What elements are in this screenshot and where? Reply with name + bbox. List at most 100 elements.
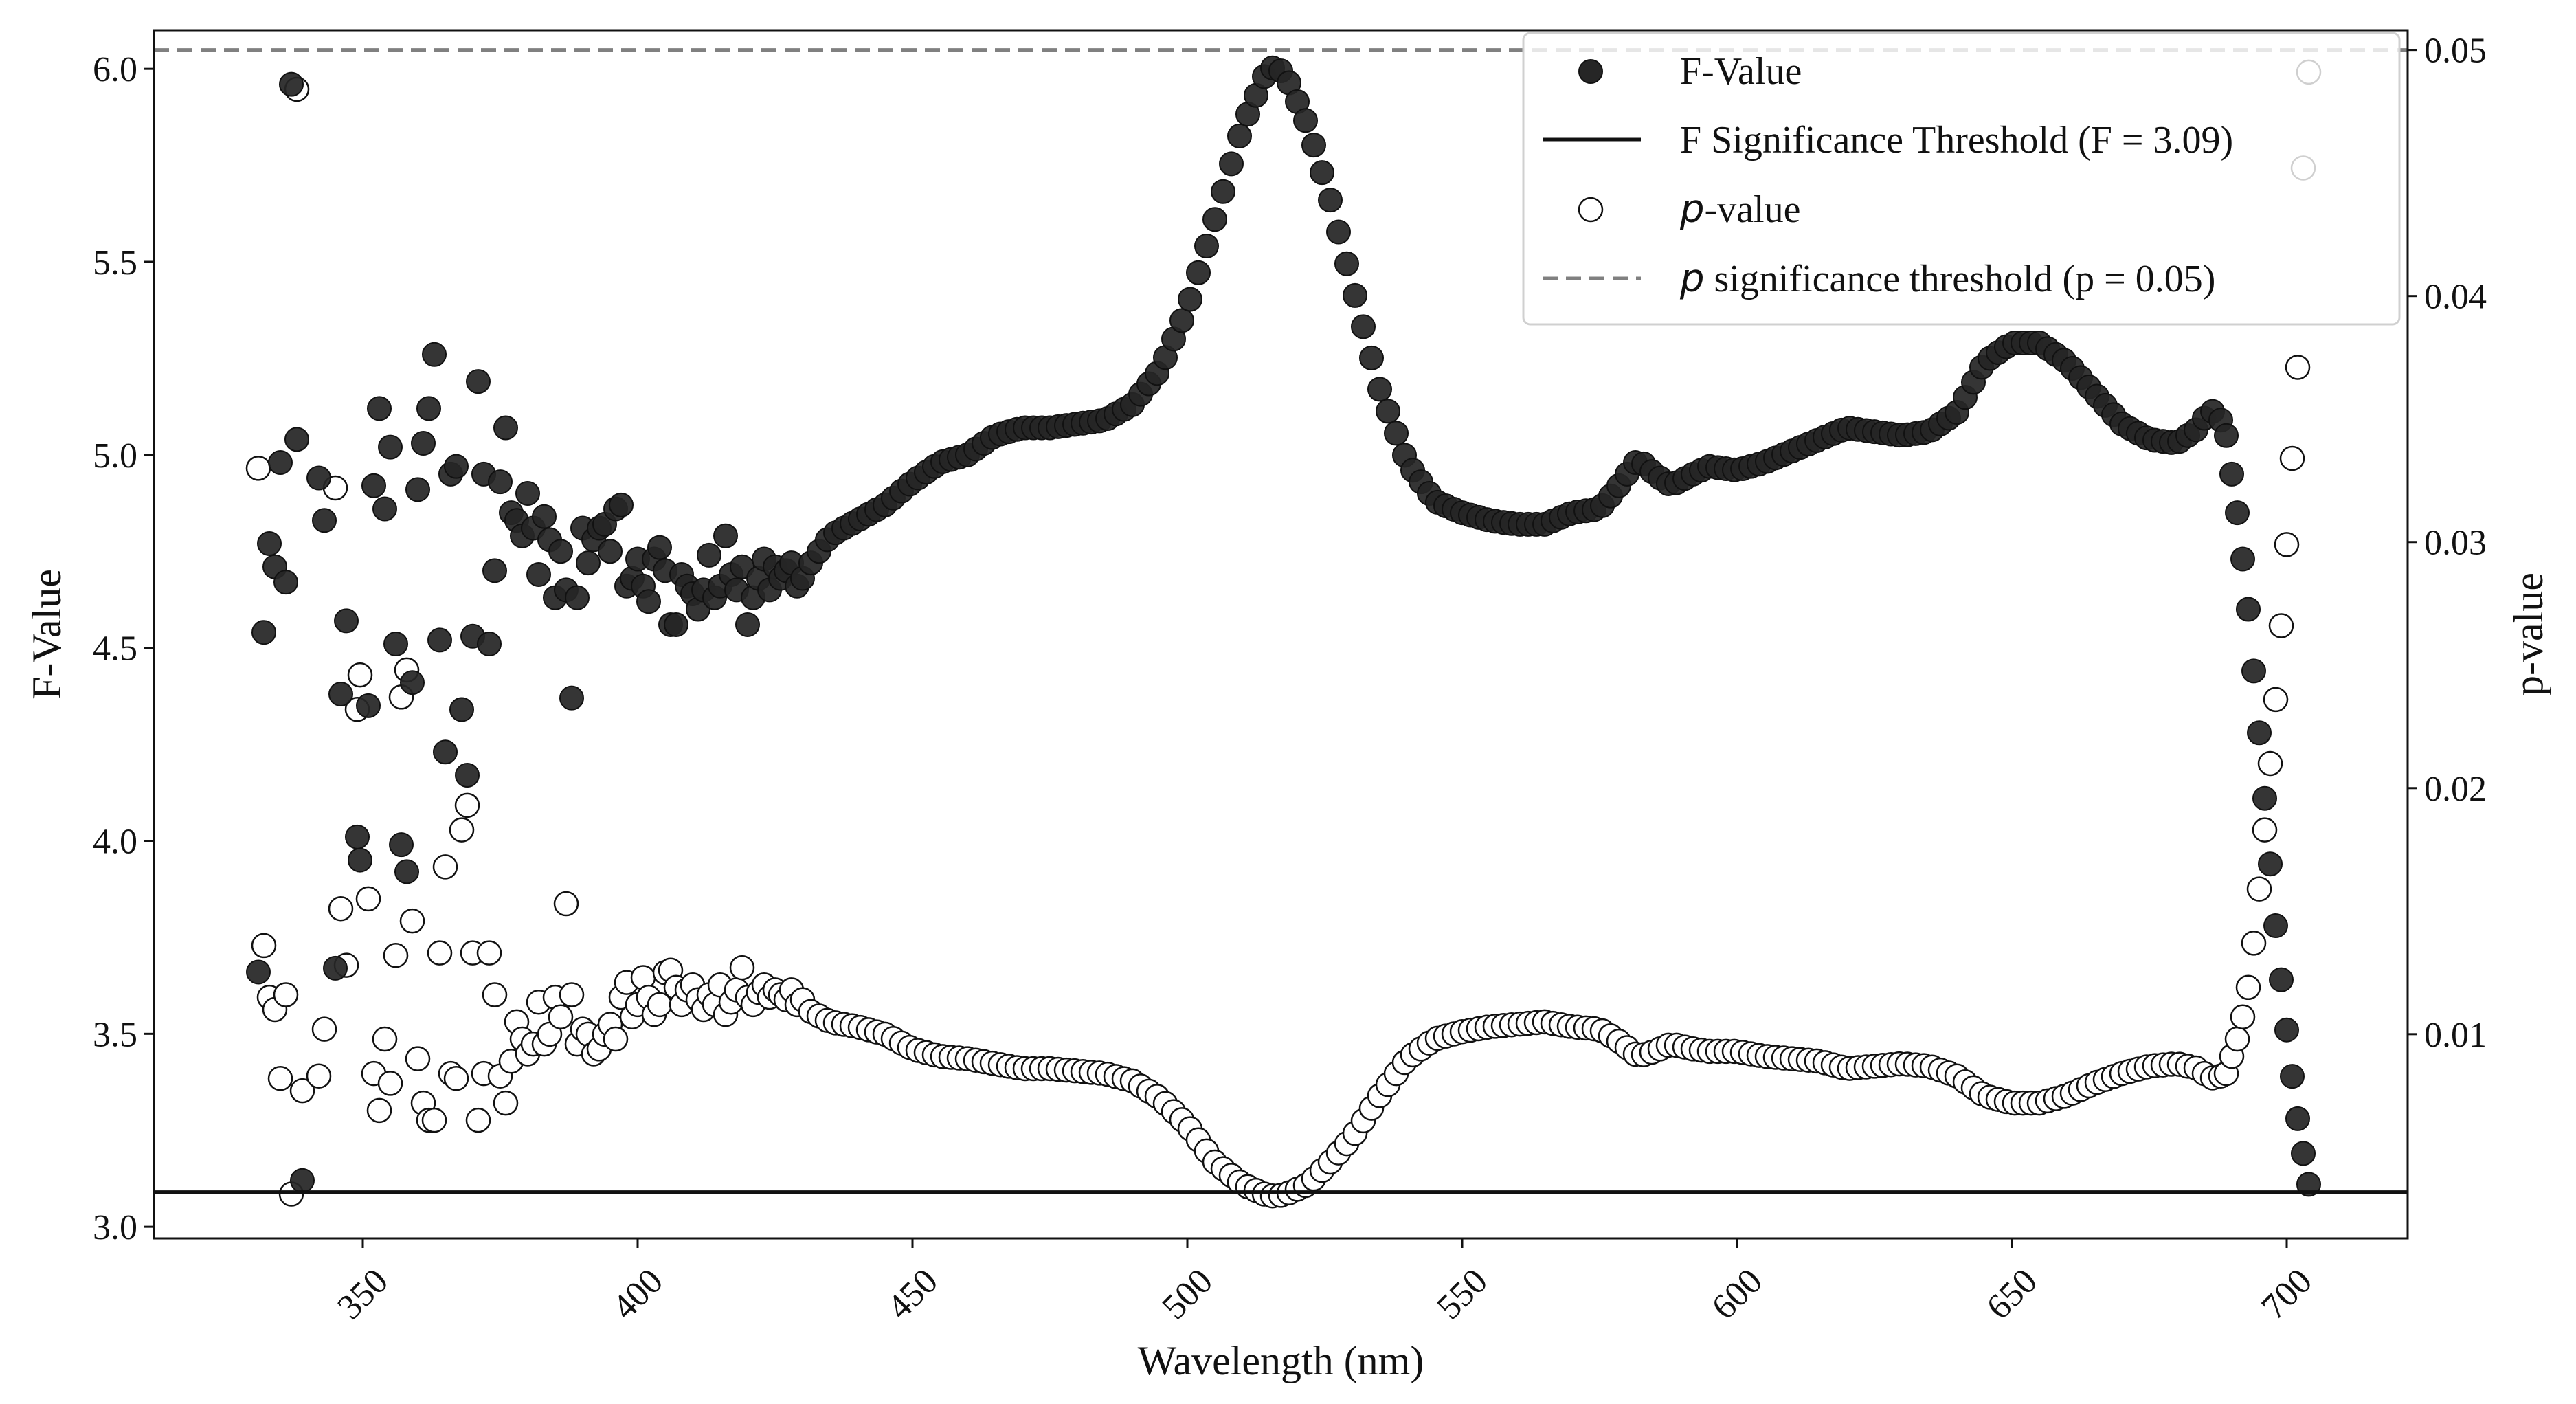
p-value-point [476,940,502,966]
f-value-series [246,55,2321,1197]
legend-p-rest: -value [1705,188,1801,231]
f-value-point [548,539,573,564]
p-value-point [559,982,585,1007]
f-value-point [697,542,721,568]
f-value-point [422,342,447,367]
f-value-point [312,508,337,533]
f-value-point [598,539,623,564]
f-value-point [2236,597,2261,622]
p-value-point [454,792,480,818]
f-value-point [394,859,419,884]
p-value-point [2274,532,2300,557]
y-axis-left-title: F-Value [24,569,69,700]
f-value-point [400,670,425,695]
p-value-point [2224,1026,2250,1052]
f-value-point [1219,151,1244,177]
legend-f-threshold-label: F Significance Threshold (F = 3.09) [1680,119,2233,161]
f-value-point [482,558,507,583]
p-value-point [2285,355,2311,380]
f-value-point [636,589,661,614]
f-value-point [1194,233,1219,258]
p-value-point [603,1026,629,1052]
f-value-point [2296,1172,2321,1197]
f-value-point [2258,851,2283,877]
p-value-point [251,933,277,959]
f-value-point [1376,399,1400,424]
f-value-point [466,369,491,394]
p-value-point [2263,687,2289,713]
f-value-point [1318,188,1343,213]
f-value-point [526,561,551,587]
f-value-point [2225,500,2250,526]
y-left-tick-label: 3.5 [93,1015,137,1054]
legend-f-label: F-Value [1680,50,1802,93]
p-value-point [2252,817,2278,843]
legend-p-threshold-label: p significance threshold (p = 0.05) [1679,256,2215,301]
p-value-point [443,1066,469,1091]
f-value-point [334,608,359,634]
p-value-point [2230,1004,2256,1030]
f-value-point [2247,720,2272,746]
f-value-point [411,430,436,456]
f-value-point [477,632,502,657]
p-value-point [421,1107,447,1133]
f-value-point [1202,207,1227,232]
p-value-point [2241,931,2267,956]
p-value-point [289,1078,315,1104]
p-value-point [2235,974,2261,1001]
f-value-point [2274,1017,2299,1043]
f-value-point [433,739,458,765]
y-left-tick-label: 4.0 [93,822,137,861]
f-value-point [609,492,634,517]
f-value-point [2252,785,2277,811]
p-value-point [729,955,755,981]
y-axis-right: 0.01 0.02 0.03 0.04 0.05 [2408,32,2487,1055]
f-value-point [361,473,386,498]
y-left-tick-label: 4.5 [93,629,137,669]
p-value-point [347,662,373,688]
p-value-point [372,1026,398,1052]
f-value-point [378,434,403,460]
f-value-point [389,832,414,858]
f-value-point [576,550,601,576]
f-value-point [328,682,353,707]
p-value-point [432,854,458,880]
f-value-point [345,824,370,849]
y-axis-left: 3.0 3.5 4.0 4.5 5.0 5.5 6.0 [93,50,154,1247]
f-value-point [493,415,518,441]
p-value-point [2246,876,2272,902]
legend-f-marker [1578,59,1603,84]
legend-p-threshold-italic: p [1679,256,1705,301]
legend-p-label: p-value [1679,187,1800,232]
p-value-point [482,982,508,1007]
y-right-tick-label: 0.03 [2424,524,2487,563]
p-value-point [383,942,409,968]
f-value-point [306,465,331,491]
p-value-point [2257,750,2283,777]
f-value-point [1178,287,1202,312]
f-value-point [455,763,480,788]
f-value-point [1359,345,1384,370]
y-right-tick-label: 0.04 [2424,278,2487,317]
f-value-point [713,523,738,548]
f-value-point [1301,133,1326,158]
p-value-point [355,886,381,912]
p-value-point [267,1066,293,1091]
f-value-point [284,427,309,452]
f-value-point [664,612,688,637]
f-value-point [532,504,557,529]
x-axis-title: Wavelength (nm) [1138,1338,1424,1383]
f-value-point [279,71,304,97]
f-value-point [372,496,397,522]
f-value-point [1211,179,1235,204]
f-value-point [2230,546,2255,572]
legend-p-italic: p [1679,187,1705,232]
f-value-point [323,955,348,981]
f-value-point [1334,251,1359,276]
f-value-point [1227,123,1252,148]
f-value-point [2285,1106,2310,1131]
f-value-point [444,454,469,479]
f-value-point [246,959,271,985]
f-value-point [2214,423,2239,448]
